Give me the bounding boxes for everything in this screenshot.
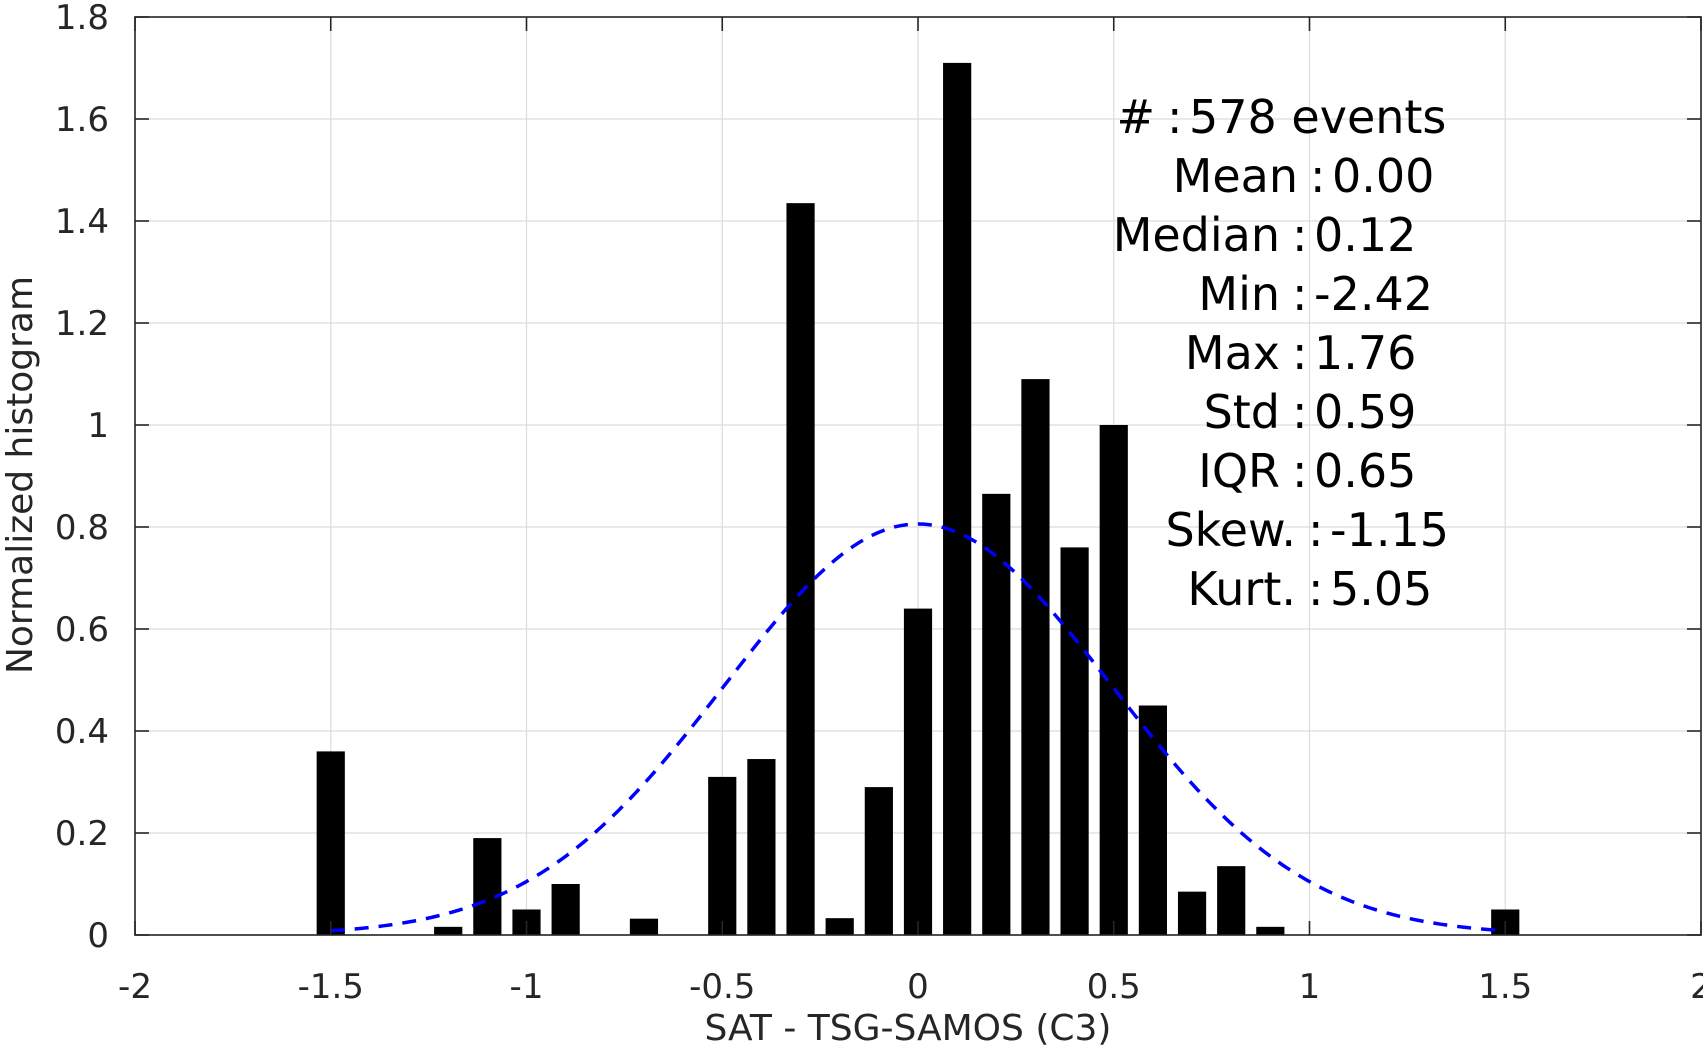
stat-colon-4: : — [1292, 326, 1308, 380]
histogram-bar-4 — [551, 884, 580, 935]
stat-colon-5: : — [1292, 385, 1308, 439]
y-tick-label-4: 0.8 — [55, 508, 109, 548]
histogram-bar-20 — [1256, 926, 1285, 935]
histogram-bar-5 — [629, 918, 659, 935]
stat-label-3: Min — [1198, 267, 1280, 321]
normal-fit-curve — [330, 522, 1506, 933]
x-tick-labels: -2 -1.5 -1 -0.5 0 0.5 1 1.5 2 — [118, 967, 1703, 1007]
histogram-bars — [316, 62, 1520, 936]
stat-label-7: Skew. — [1165, 503, 1296, 557]
y-tick-label-6: 1.2 — [55, 304, 109, 344]
stat-value-4: 1.76 — [1314, 326, 1416, 380]
stat-value-1: 0.00 — [1332, 149, 1434, 203]
stat-value-5: 0.59 — [1314, 385, 1416, 439]
stat-colon-2: : — [1292, 208, 1308, 262]
x-tick-label-2: -1 — [510, 967, 544, 1007]
histogram-bar-0 — [316, 751, 345, 935]
y-tick-label-1: 0.2 — [55, 814, 109, 854]
y-tick-labels: 0 0.2 0.4 0.6 0.8 1 1.2 1.4 1.6 1.8 — [55, 0, 109, 956]
stat-label-5: Std — [1204, 385, 1280, 439]
stat-label-4: Max — [1185, 326, 1280, 380]
y-tick-label-0: 0 — [87, 916, 109, 956]
stat-colon-1: : — [1310, 149, 1326, 203]
histogram-bar-18 — [1177, 891, 1207, 935]
stat-colon-7: : — [1308, 503, 1324, 557]
x-tick-label-5: 0.5 — [1087, 967, 1141, 1007]
histogram-bar-12 — [943, 62, 972, 935]
x-tick-label-4: 0 — [907, 967, 929, 1007]
y-tick-label-7: 1.4 — [55, 202, 109, 242]
y-tick-label-5: 1 — [87, 406, 109, 446]
stat-colon-3: : — [1292, 267, 1308, 321]
y-tick-label-9: 1.8 — [55, 0, 109, 38]
stat-colon-6: : — [1292, 444, 1308, 498]
stat-value-0: 578 events — [1189, 90, 1446, 144]
stat-colon-8: : — [1308, 562, 1324, 616]
stat-label-8: Kurt. — [1187, 562, 1296, 616]
x-tick-label-6: 1 — [1299, 967, 1321, 1007]
histogram-bar-7 — [747, 759, 776, 935]
y-tick-label-2: 0.4 — [55, 712, 109, 752]
stat-value-6: 0.65 — [1314, 444, 1416, 498]
histogram-bar-13 — [982, 493, 1011, 935]
histogram-bar-17 — [1138, 705, 1167, 935]
x-tick-label-1: -1.5 — [298, 967, 364, 1007]
stat-value-7: -1.15 — [1330, 503, 1449, 557]
histogram-bar-16 — [1099, 425, 1128, 935]
x-axis-label: SAT - TSG-SAMOS (C3) — [705, 1008, 1112, 1049]
stat-label-2: Median — [1113, 208, 1280, 262]
stat-colon-0: : — [1167, 90, 1183, 144]
histogram-bar-6 — [708, 776, 737, 935]
histogram-bar-15 — [1060, 547, 1089, 935]
y-tick-label-3: 0.6 — [55, 610, 109, 650]
histogram-bar-9 — [825, 918, 854, 935]
stat-value-3: -2.42 — [1314, 267, 1433, 321]
histogram-bar-1 — [434, 926, 463, 935]
axes-frame — [134, 16, 1702, 936]
histogram-bar-10 — [864, 787, 893, 935]
y-axis-label: Normalized histogram — [0, 276, 41, 674]
histogram-bar-19 — [1217, 866, 1246, 935]
histogram-bar-2 — [473, 838, 502, 935]
x-tick-label-7: 1.5 — [1478, 967, 1532, 1007]
x-tick-label-8: 2 — [1690, 967, 1703, 1007]
y-tick-label-8: 1.6 — [55, 100, 109, 140]
stat-value-2: 0.12 — [1314, 208, 1416, 262]
stat-label-1: Mean — [1173, 149, 1298, 203]
histogram-bar-14 — [1021, 379, 1050, 936]
histogram-bar-11 — [903, 608, 933, 935]
histogram-bar-8 — [786, 203, 815, 935]
stat-value-8: 5.05 — [1330, 562, 1432, 616]
stat-label-6: IQR — [1198, 444, 1280, 498]
x-tick-label-0: -2 — [118, 967, 152, 1007]
x-tick-label-3: -0.5 — [689, 967, 755, 1007]
stat-label-0: # — [1116, 90, 1155, 144]
